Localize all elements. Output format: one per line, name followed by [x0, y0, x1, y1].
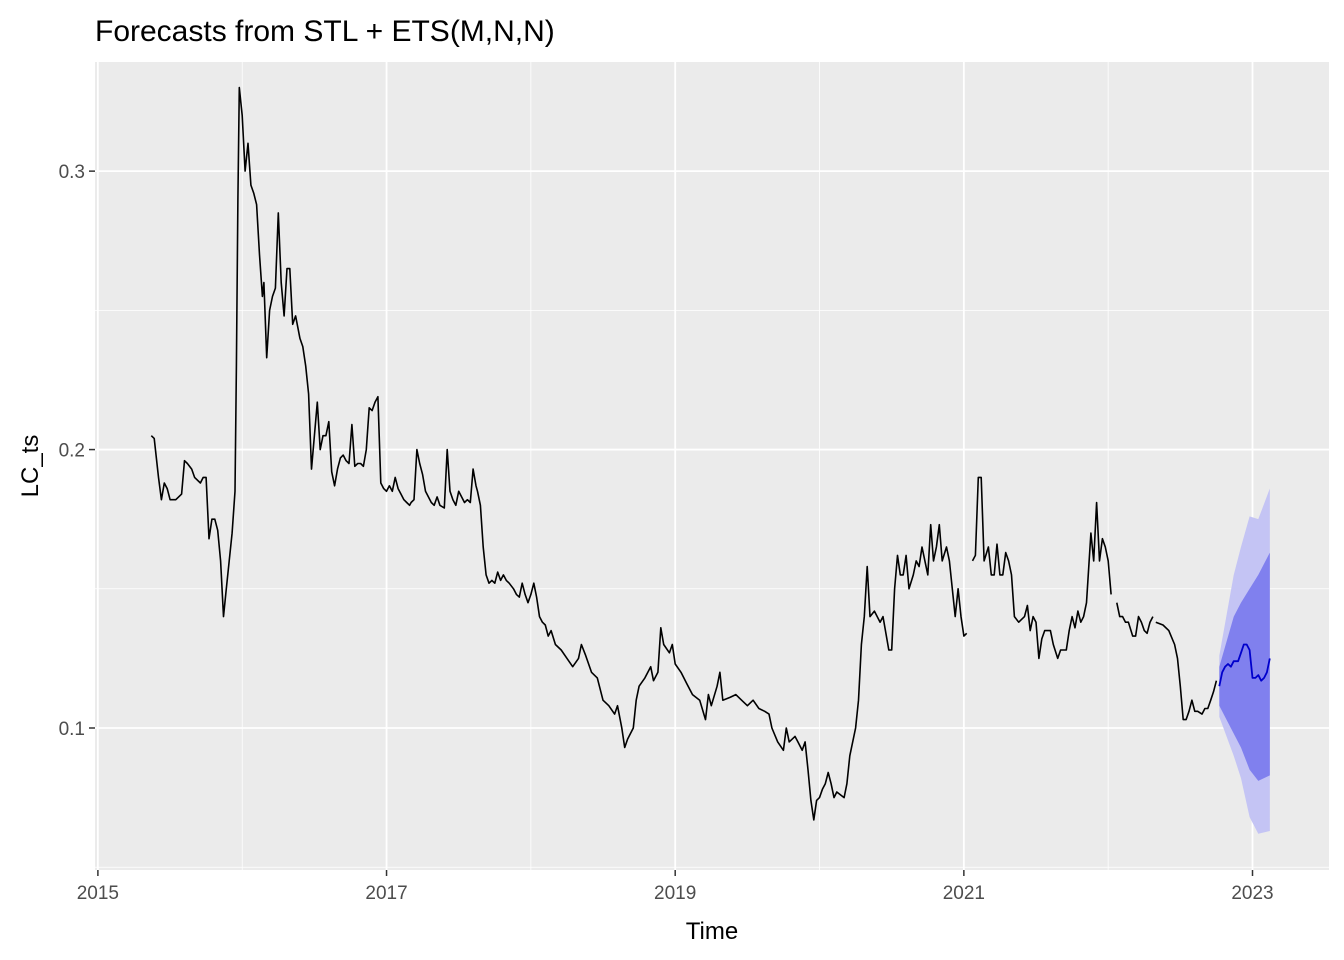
y-tick-label: 0.2 — [59, 441, 85, 462]
prediction-band-80 — [1219, 552, 1270, 781]
x-tick-label: 2017 — [365, 883, 407, 904]
prediction-intervals — [1219, 488, 1270, 834]
major-gridlines — [95, 62, 1329, 870]
x-axis: 2015 2017 2019 2021 2023 — [77, 870, 1274, 904]
x-tick-label: 2021 — [943, 883, 985, 904]
y-tick-label: 0.3 — [59, 162, 85, 183]
plot-panel — [95, 62, 1329, 870]
history-line-segment — [150, 86, 968, 821]
chart-title: Forecasts from STL + ETS(M,N,N) — [95, 15, 555, 48]
history-line-segment — [971, 476, 1112, 660]
y-axis-title: LC_ts — [17, 435, 44, 498]
history-line-segment — [1155, 621, 1218, 721]
x-tick-label: 2019 — [654, 883, 696, 904]
minor-gridlines — [95, 62, 1329, 870]
history-line-segment — [1116, 602, 1154, 637]
x-tick-label: 2015 — [77, 883, 119, 904]
x-axis-title: Time — [686, 918, 738, 945]
forecast-line — [1218, 643, 1271, 687]
y-axis: 0.1 0.2 0.3 — [59, 162, 95, 740]
x-tick-label: 2023 — [1231, 883, 1273, 904]
series-lines — [150, 86, 1271, 821]
y-tick-label: 0.1 — [59, 719, 85, 740]
